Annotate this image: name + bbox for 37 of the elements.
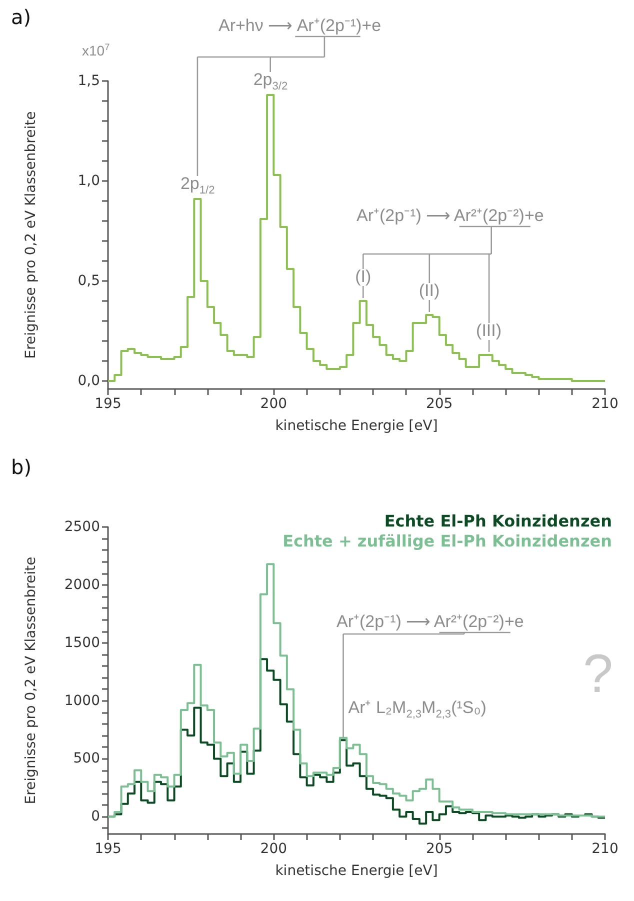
y-tick-label: 0 — [91, 808, 100, 825]
y-axis-title: Ereignisse pro 0,2 eV Klassenbreite — [23, 111, 39, 359]
chart-title: a) — [11, 5, 32, 29]
annotation: (III) — [476, 321, 502, 341]
x-tick-label: 210 — [592, 841, 618, 857]
x-tick-label: 195 — [94, 396, 122, 412]
x-axis-title: kinetische Energie [eV] — [275, 863, 438, 879]
chart-title: b) — [11, 455, 32, 479]
text: Echte El-Ph Koinzidenzen — [384, 512, 612, 530]
x-tick-label: 200 — [260, 841, 288, 857]
text: Ar+hν ⟶ Ar⁺(2p⁻¹)+e — [218, 16, 382, 36]
y-tick-label: 1500 — [64, 634, 100, 651]
annotation: Ar⁺(2p⁻¹) ⟶ Ar²⁺(2p⁻²)+e — [356, 206, 544, 226]
x-tick-label: 200 — [260, 396, 288, 412]
y-tick-label: 2000 — [64, 576, 100, 593]
y-tick-label: 2500 — [64, 519, 100, 535]
x-tick-label: 195 — [94, 841, 122, 857]
annotation: ? — [583, 644, 614, 704]
text: x10$^{7}$ — [82, 42, 110, 59]
y-tick-label: 500 — [73, 750, 100, 767]
x-tick-label: 205 — [426, 841, 453, 857]
annotation: 2p$_{3/2}$ — [253, 70, 288, 93]
y-tick-label: 1,0 — [78, 173, 100, 189]
x-tick-label: 210 — [592, 396, 618, 412]
y-tick-label: 1,5 — [78, 73, 100, 89]
y-tick-label: 1000 — [64, 692, 100, 709]
y-axis-title: Ereignisse pro 0,2 eV Klassenbreite — [23, 556, 39, 804]
annotation: Ar⁺ L₂M$_{2,3}$M$_{2,3}$(¹S₀) — [348, 698, 486, 721]
annotation: (I) — [355, 267, 372, 287]
y-tick-label: 0,5 — [78, 273, 100, 289]
annotation: Ar⁺(2p⁻¹) ⟶ Ar²⁺(2p⁻²)+e — [336, 612, 524, 632]
x-axis-title: kinetische Energie [eV] — [275, 418, 438, 434]
annotation: (II) — [418, 281, 440, 301]
y-tick-label: 0,0 — [78, 373, 100, 389]
annotation: 2p$_{1/2}$ — [180, 174, 215, 197]
series-label: Echte + zufällige El-Ph Koinzidenzen — [282, 532, 612, 550]
x-tick-label: 205 — [426, 396, 453, 412]
